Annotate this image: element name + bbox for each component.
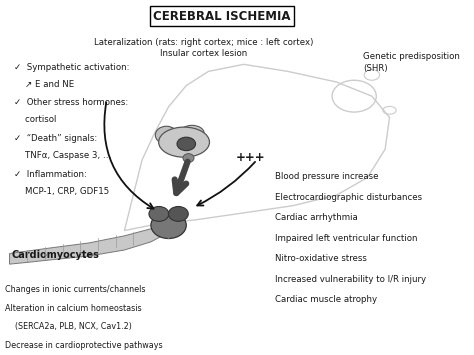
Text: Electrocardiographic disturbances: Electrocardiographic disturbances	[274, 193, 422, 202]
Text: Cardiac arrhythmia: Cardiac arrhythmia	[274, 213, 357, 222]
Text: Genetic predisposition
(SHR): Genetic predisposition (SHR)	[363, 52, 460, 73]
Text: Lateralization (rats: right cortex; mice : left cortex): Lateralization (rats: right cortex; mice…	[94, 38, 314, 47]
Ellipse shape	[159, 127, 210, 157]
Text: cortisol: cortisol	[14, 115, 56, 124]
Text: MCP-1, CRP, GDF15: MCP-1, CRP, GDF15	[14, 187, 109, 196]
Ellipse shape	[155, 126, 177, 144]
Text: Increased vulnerability to I/R injury: Increased vulnerability to I/R injury	[274, 275, 426, 284]
Ellipse shape	[168, 207, 188, 222]
Text: Impaired left ventricular function: Impaired left ventricular function	[274, 234, 417, 243]
Text: Nitro-oxidative stress: Nitro-oxidative stress	[274, 254, 366, 263]
Ellipse shape	[149, 207, 169, 222]
Text: ✓  Other stress hormones:: ✓ Other stress hormones:	[14, 98, 128, 107]
Text: (SERCA2a, PLB, NCX, Cav1.2): (SERCA2a, PLB, NCX, Cav1.2)	[5, 322, 132, 331]
Ellipse shape	[183, 154, 194, 163]
Text: +++: +++	[236, 151, 265, 164]
Ellipse shape	[151, 212, 186, 239]
Text: Blood pressure increase: Blood pressure increase	[274, 172, 378, 181]
Text: ✓  Inflammation:: ✓ Inflammation:	[14, 170, 87, 179]
Polygon shape	[9, 223, 177, 264]
Text: Changes in ionic currents/channels: Changes in ionic currents/channels	[5, 285, 146, 294]
Text: Decrease in cardioprotective pathways: Decrease in cardioprotective pathways	[5, 340, 163, 350]
Ellipse shape	[177, 137, 196, 151]
Ellipse shape	[180, 125, 204, 141]
Text: Cardiomyocytes: Cardiomyocytes	[12, 250, 100, 260]
Text: Alteration in calcium homeostasis: Alteration in calcium homeostasis	[5, 304, 142, 313]
Text: Cardiac muscle atrophy: Cardiac muscle atrophy	[274, 295, 377, 304]
Polygon shape	[155, 222, 182, 239]
Text: ✓  Sympathetic activation:: ✓ Sympathetic activation:	[14, 62, 129, 72]
Text: TNFα, Caspase 3, …: TNFα, Caspase 3, …	[14, 151, 111, 160]
Text: ↗ E and NE: ↗ E and NE	[14, 80, 74, 88]
Text: ✓  “Death” signals:: ✓ “Death” signals:	[14, 134, 97, 143]
Text: CEREBRAL ISCHEMIA: CEREBRAL ISCHEMIA	[153, 10, 291, 22]
Text: Insular cortex lesion: Insular cortex lesion	[160, 49, 247, 59]
